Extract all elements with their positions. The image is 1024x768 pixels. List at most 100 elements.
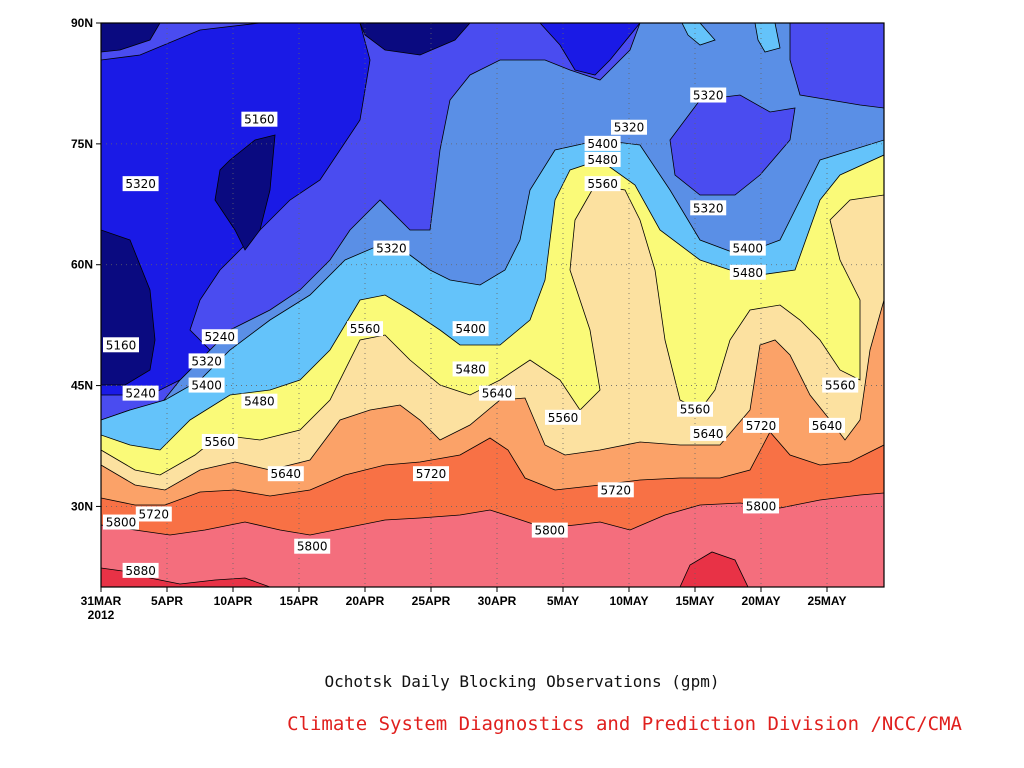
x-tick-label: 25MAY [808,594,847,608]
band-lt-5160-top [359,23,471,56]
contour-label: 5800 [743,498,779,514]
plot-frame [100,22,885,588]
contour-label-background [584,176,621,192]
contour-label-background [479,385,515,401]
band-5240-5320-island [669,94,796,196]
x-tick-label: 20MAY [742,594,781,608]
contour-label-background [743,498,779,514]
contour-label-text: 5480 [733,266,764,280]
contour-label: 5480 [584,151,621,167]
contour-label: 5400 [188,377,225,393]
y-tick-label: 60N [71,258,93,272]
contour-label: 5800 [103,514,139,530]
contour-label-text: 5880 [125,564,156,578]
contour-label-background [201,433,238,449]
contour-label: 5720 [597,482,634,498]
contour-label-text: 5320 [376,242,407,256]
contour-label: 5720 [135,506,172,522]
x-tick-label: 15MAY [676,594,715,608]
contour-label: 5560 [822,377,859,393]
contour-label-background [729,264,766,280]
y-axis: 30N 45N 60N 75N 90N [71,16,101,513]
contour-label: 5720 [413,466,449,482]
contour-label-text: 5560 [680,403,711,417]
contour-label: 5560 [584,176,621,192]
chart-title: Ochotsk Daily Blocking Observations (gpm… [324,672,720,691]
contour-label-text: 5160 [244,113,275,127]
contour-label-text: 5560 [587,177,618,191]
contour-label-background [294,538,331,554]
contour-label: 5800 [531,522,568,538]
contour-label: 5560 [347,321,383,337]
contour-label: 5640 [690,425,727,441]
contour-label-background [347,321,383,337]
contour-label: 5480 [452,361,489,377]
contour-label-text: 5720 [746,419,777,433]
contour-label: 5400 [452,321,489,337]
contour-label-text: 5320 [614,121,645,135]
contour-label-background [188,377,225,393]
contour-label-background [452,361,489,377]
contour-label: 5400 [584,135,621,151]
contour-label-background [188,353,225,369]
contour-label-text: 5560 [350,322,381,336]
contour-labels: 5160 5320 5320 5160 5240 5320 5240 5400 5480 5560… [103,87,859,578]
contour-label-background [135,506,172,522]
contour-label: 5480 [241,393,278,409]
contour-label-text: 5480 [455,362,486,376]
x-tick-label: 30APR [478,594,517,608]
contour-label: 5160 [241,111,278,127]
contour-label-background [690,200,727,216]
contour-label-background [103,337,139,353]
contour-label-text: 5720 [601,483,632,497]
contour-label-background [545,409,581,425]
contour-label-text: 5800 [297,540,328,554]
contour-label-text: 5400 [733,242,764,256]
y-tick-label: 45N [71,379,93,393]
band-5160-5240 [101,23,641,76]
contour-label-background [103,514,139,530]
contour-label: 5240 [201,329,238,345]
contour-label: 5480 [729,264,766,280]
contour-label-background [809,417,845,433]
y-tick-label: 90N [71,16,93,30]
contour-label: 5320 [690,87,727,103]
contour-label: 5640 [267,466,304,482]
contour-label: 5560 [677,401,713,417]
contour-label: 5240 [122,385,159,401]
contour-label-background [241,111,278,127]
x-tick-label: 15APR [280,594,319,608]
contour-label: 5320 [690,200,727,216]
contour-label-text: 5320 [125,177,156,191]
contour-label-background [584,151,621,167]
x-tick-label: 5MAY [547,594,579,608]
x-tick-label: 10APR [214,594,253,608]
contour-label-text: 5640 [271,467,302,481]
contour-label-text: 5640 [482,387,513,401]
contour-label-text: 5800 [746,499,777,513]
contour-label: 5720 [743,417,779,433]
x-axis: 31MAR 5APR 10APR 15APR 20APR 25APR 30APR 5MAY 10… [81,587,847,608]
contour-label-background [690,87,727,103]
contour-label-text: 5560 [205,435,236,449]
contour-label-text: 5320 [693,89,724,103]
x-tick-label: 10MAY [610,594,649,608]
contour-label-text: 5640 [812,419,843,433]
contour-label-text: 5640 [693,427,724,441]
contour-label-text: 5800 [106,516,137,530]
band-lt-5160-mid [214,134,276,251]
contour-label: 5320 [611,119,647,135]
contour-label: 5320 [122,176,159,192]
contour-label-text: 5400 [587,137,618,151]
contour-label-text: 5560 [825,379,856,393]
x-tick-label: 5APR [151,594,183,608]
contour-label-background [122,562,159,578]
contour-label-background [822,377,859,393]
contour-label-text: 5160 [106,338,137,352]
contour-label-background [452,321,489,337]
contour-label-text: 5400 [455,322,486,336]
contour-label: 5400 [729,240,766,256]
band-5240-5320-right [789,23,884,109]
contour-label-background [373,240,410,256]
